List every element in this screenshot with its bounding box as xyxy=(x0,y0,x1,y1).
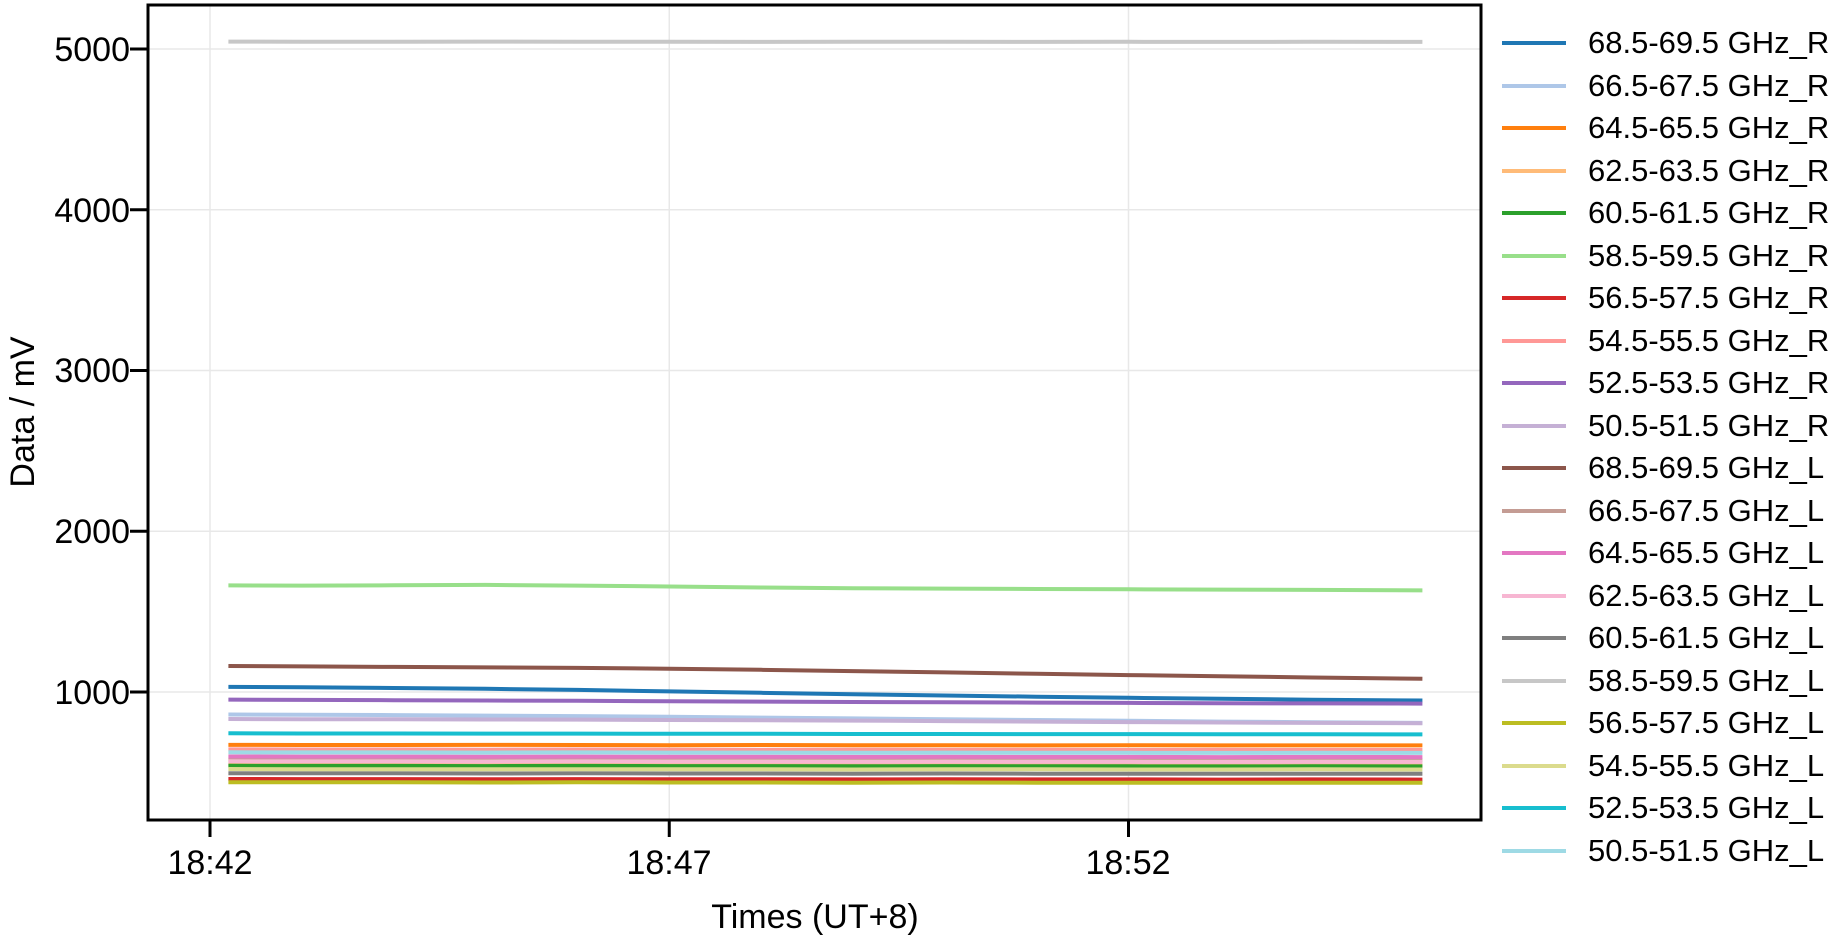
legend-item: 64.5-65.5 GHz_L xyxy=(1502,532,1829,575)
legend-item: 66.5-67.5 GHz_R xyxy=(1502,65,1829,108)
series-line-50.5-51.5 GHz_L xyxy=(228,750,1423,755)
legend-item: 54.5-55.5 GHz_R xyxy=(1502,320,1829,363)
legend-swatch-icon xyxy=(1502,296,1566,301)
legend-swatch-icon xyxy=(1502,593,1566,598)
plot-frame xyxy=(146,3,1483,822)
legend-item: 56.5-57.5 GHz_R xyxy=(1502,277,1829,320)
legend-item: 68.5-69.5 GHz_L xyxy=(1502,447,1829,490)
legend-label: 58.5-59.5 GHz_L xyxy=(1588,662,1825,698)
legend-label: 64.5-65.5 GHz_L xyxy=(1588,535,1825,571)
series-line-60.5-61.5 GHz_L xyxy=(228,771,1423,776)
legend-item: 58.5-59.5 GHz_L xyxy=(1502,660,1829,703)
legend-item: 52.5-53.5 GHz_R xyxy=(1502,362,1829,405)
legend-label: 58.5-59.5 GHz_R xyxy=(1588,237,1830,273)
series-line-50.5-51.5 GHz_R xyxy=(228,717,1423,726)
series-line-52.5-53.5 GHz_R xyxy=(228,697,1423,706)
series-line-54.5-55.5 GHz_R xyxy=(228,747,1423,752)
legend-swatch-icon xyxy=(1502,338,1566,343)
tick-marks xyxy=(130,47,1130,837)
legend-label: 60.5-61.5 GHz_R xyxy=(1588,195,1830,231)
legend-item: 58.5-59.5 GHz_R xyxy=(1502,235,1829,278)
legend-label: 52.5-53.5 GHz_R xyxy=(1588,365,1830,401)
series-line-52.5-53.5 GHz_L xyxy=(228,731,1423,737)
legend-label: 62.5-63.5 GHz_R xyxy=(1588,152,1830,188)
legend-item: 64.5-65.5 GHz_R xyxy=(1502,107,1829,150)
legend-swatch-icon xyxy=(1502,423,1566,428)
legend-item: 56.5-57.5 GHz_L xyxy=(1502,702,1829,745)
series-line-56.5-57.5 GHz_L xyxy=(228,780,1423,785)
series-line-62.5-63.5 GHz_L xyxy=(228,759,1423,764)
legend-label: 60.5-61.5 GHz_L xyxy=(1588,620,1825,656)
legend-label: 50.5-51.5 GHz_L xyxy=(1588,832,1825,868)
legend-swatch-icon xyxy=(1502,168,1566,173)
legend-swatch-icon xyxy=(1502,253,1566,258)
legend-swatch-icon xyxy=(1502,763,1566,768)
y-tick-label: 4000 xyxy=(54,192,130,230)
series-line-64.5-65.5 GHz_L xyxy=(228,754,1423,760)
legend-swatch-icon xyxy=(1502,678,1566,683)
y-tick-label: 2000 xyxy=(54,513,130,551)
legend: 68.5-69.5 GHz_R 66.5-67.5 GHz_R 64.5-65.5 … xyxy=(1502,22,1829,872)
y-axis-label: Data / mV xyxy=(4,336,42,487)
x-tick-label: 18:47 xyxy=(626,844,711,882)
legend-label: 64.5-65.5 GHz_R xyxy=(1588,110,1830,146)
legend-swatch-icon xyxy=(1502,41,1566,46)
legend-label: 56.5-57.5 GHz_L xyxy=(1588,705,1825,741)
series-line-68.5-69.5 GHz_R xyxy=(228,684,1423,703)
legend-label: 50.5-51.5 GHz_R xyxy=(1588,407,1830,443)
series-line-68.5-69.5 GHz_L xyxy=(228,664,1423,681)
legend-swatch-icon xyxy=(1502,381,1566,386)
legend-item: 66.5-67.5 GHz_L xyxy=(1502,490,1829,533)
series-line-64.5-65.5 GHz_R xyxy=(228,742,1423,748)
legend-swatch-icon xyxy=(1502,636,1566,641)
legend-swatch-icon xyxy=(1502,508,1566,513)
series-line-56.5-57.5 GHz_R xyxy=(228,777,1423,782)
legend-item: 50.5-51.5 GHz_L xyxy=(1502,830,1829,873)
legend-item: 68.5-69.5 GHz_R xyxy=(1502,22,1829,65)
legend-swatch-icon xyxy=(1502,806,1566,811)
y-tick-label: 5000 xyxy=(54,31,130,69)
legend-label: 66.5-67.5 GHz_L xyxy=(1588,492,1825,528)
legend-swatch-icon xyxy=(1502,83,1566,88)
legend-label: 68.5-69.5 GHz_L xyxy=(1588,450,1825,486)
x-tick-label: 18:52 xyxy=(1085,844,1170,882)
gridlines xyxy=(148,5,1481,820)
legend-label: 56.5-57.5 GHz_R xyxy=(1588,280,1830,316)
legend-swatch-icon xyxy=(1502,466,1566,471)
legend-item: 52.5-53.5 GHz_L xyxy=(1502,787,1829,830)
y-tick-labels: 1000 2000 3000 4000 5000 xyxy=(54,31,130,712)
y-tick-label: 1000 xyxy=(54,674,130,712)
x-tick-label: 18:42 xyxy=(167,844,252,882)
x-tick-labels: 18:42 18:47 18:52 xyxy=(167,844,1170,882)
legend-swatch-icon xyxy=(1502,551,1566,556)
series-line-60.5-61.5 GHz_R xyxy=(228,763,1423,769)
series-lines xyxy=(228,39,1423,785)
legend-item: 62.5-63.5 GHz_L xyxy=(1502,575,1829,618)
legend-swatch-icon xyxy=(1502,848,1566,853)
series-line-58.5-59.5 GHz_R xyxy=(228,582,1423,593)
legend-label: 54.5-55.5 GHz_L xyxy=(1588,747,1825,783)
series-line-54.5-55.5 GHz_L xyxy=(228,767,1423,772)
legend-item: 54.5-55.5 GHz_L xyxy=(1502,745,1829,788)
x-axis-label: Times (UT+8) xyxy=(711,898,918,936)
legend-swatch-icon xyxy=(1502,211,1566,216)
legend-label: 54.5-55.5 GHz_R xyxy=(1588,322,1830,358)
legend-item: 50.5-51.5 GHz_R xyxy=(1502,405,1829,448)
legend-label: 52.5-53.5 GHz_L xyxy=(1588,790,1825,826)
legend-swatch-icon xyxy=(1502,721,1566,726)
legend-item: 62.5-63.5 GHz_R xyxy=(1502,150,1829,193)
legend-swatch-icon xyxy=(1502,126,1566,131)
legend-item: 60.5-61.5 GHz_L xyxy=(1502,617,1829,660)
legend-label: 62.5-63.5 GHz_L xyxy=(1588,577,1825,613)
legend-label: 66.5-67.5 GHz_R xyxy=(1588,67,1830,103)
y-tick-label: 3000 xyxy=(54,352,130,390)
legend-item: 60.5-61.5 GHz_R xyxy=(1502,192,1829,235)
legend-label: 68.5-69.5 GHz_R xyxy=(1588,25,1830,61)
